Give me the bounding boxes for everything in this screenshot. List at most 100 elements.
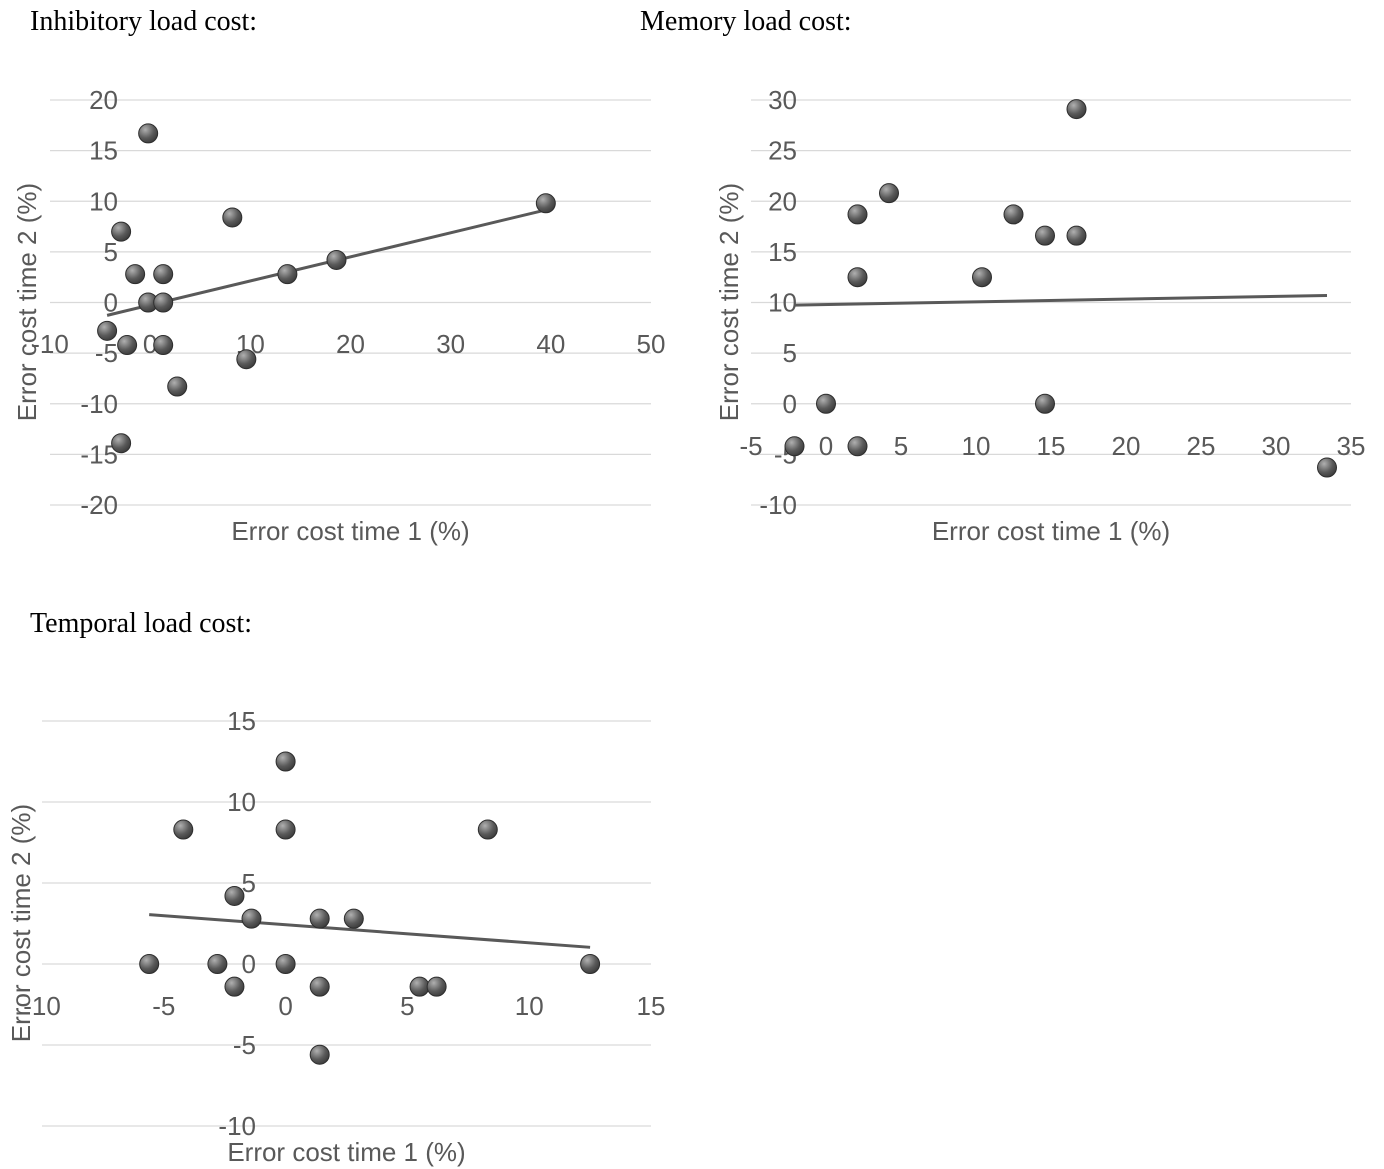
data-point (409, 976, 430, 997)
y-tick-label: 5 (783, 338, 797, 368)
x-tick-label: -10 (23, 991, 61, 1021)
x-tick-label: 30 (1262, 431, 1291, 461)
data-point (343, 908, 364, 929)
data-point (1035, 225, 1055, 246)
y-tick-label: -5 (95, 338, 118, 368)
data-point (477, 819, 498, 840)
data-point (535, 193, 556, 214)
x-tick-label: 0 (143, 329, 157, 359)
x-tick-label: -5 (739, 431, 762, 461)
data-point (580, 954, 601, 974)
data-point (309, 908, 330, 929)
data-point (153, 264, 174, 285)
data-point (847, 436, 868, 457)
data-point (139, 954, 160, 974)
data-point (153, 292, 174, 313)
x-tick-label: 30 (436, 329, 465, 359)
data-point (236, 349, 257, 370)
data-point (972, 267, 992, 288)
trendline (149, 913, 591, 949)
data-point (816, 393, 836, 414)
data-point (241, 908, 262, 929)
x-tick-label: 50 (637, 329, 666, 359)
y-tick-label: -5 (233, 1030, 256, 1060)
x-tick-label: 5 (400, 991, 414, 1021)
y-tick-label: -20 (80, 490, 118, 520)
x-tick-label: 20 (336, 329, 365, 359)
x-tick-label: 20 (1112, 431, 1141, 461)
data-point (153, 335, 174, 356)
caption-memory: Memory load cost: (640, 6, 852, 37)
x-tick-label: 0 (819, 431, 833, 461)
y-tick-label: 0 (242, 949, 256, 979)
y-tick-label: 10 (768, 288, 797, 318)
x-tick-label: 25 (1187, 431, 1216, 461)
data-point (426, 976, 447, 997)
x-tick-label: 40 (536, 329, 565, 359)
data-point (97, 320, 118, 341)
x-axis-title: Error cost time 1 (%) (932, 516, 1170, 546)
y-tick-label: -10 (80, 389, 118, 419)
y-tick-label: 10 (227, 787, 256, 817)
x-tick-label: -10 (31, 329, 69, 359)
data-point (309, 1044, 330, 1065)
y-tick-label: -10 (759, 490, 797, 520)
data-point (111, 433, 132, 454)
caption-temporal: Temporal load cost: (30, 608, 252, 639)
y-tick-label: 10 (89, 186, 118, 216)
data-point (847, 267, 868, 288)
x-tick-label: 0 (278, 991, 292, 1021)
data-point (847, 204, 868, 225)
data-point (1066, 225, 1087, 246)
data-point (111, 221, 132, 242)
y-tick-label: 25 (768, 136, 797, 166)
x-tick-label: 5 (894, 431, 908, 461)
x-tick-label: 10 (962, 431, 991, 461)
y-tick-label: 30 (768, 85, 797, 115)
y-tick-label: 15 (768, 237, 797, 267)
x-axis-title: Error cost time 1 (%) (231, 516, 469, 546)
x-tick-label: 15 (1037, 431, 1066, 461)
caption-inhibitory: Inhibitory load cost: (30, 6, 258, 37)
x-tick-label: -5 (152, 991, 175, 1021)
y-axis-title: Error cost time 2 (%) (714, 183, 744, 421)
data-point (309, 976, 330, 997)
data-point (117, 335, 138, 356)
trendline (794, 293, 1328, 307)
y-tick-label: -10 (218, 1111, 256, 1141)
y-tick-label: 20 (89, 85, 118, 115)
y-tick-label: 20 (768, 186, 797, 216)
data-point (222, 207, 243, 228)
data-point (138, 123, 159, 144)
data-point (1035, 393, 1055, 414)
data-point (277, 264, 298, 285)
data-point (1066, 99, 1087, 120)
y-tick-label: 0 (783, 389, 797, 419)
data-point (275, 819, 296, 840)
y-axis-title: Error cost time 2 (%) (12, 183, 42, 421)
data-point (275, 954, 296, 974)
data-point (173, 819, 194, 840)
data-point (207, 954, 228, 974)
data-point (224, 976, 245, 997)
data-point (275, 751, 296, 772)
x-tick-label: 35 (1337, 431, 1366, 461)
y-tick-label: 5 (242, 868, 256, 898)
data-point (879, 183, 899, 204)
x-tick-label: 10 (515, 991, 544, 1021)
data-point (1003, 204, 1024, 225)
data-point (224, 885, 245, 906)
y-tick-label: 15 (227, 706, 256, 736)
chart-temporal: -10 -5 0 5 10 15 -10 -5 0 5 10 15 Error cost time 1 … (6, 706, 665, 1167)
y-axis-title: Error cost time 2 (%) (6, 804, 36, 1042)
x-axis-title: Error cost time 1 (%) (227, 1137, 465, 1167)
data-point (326, 249, 347, 270)
y-tick-label: 5 (104, 237, 118, 267)
data-point (1317, 457, 1337, 478)
x-tick-label: 15 (637, 991, 666, 1021)
data-point (167, 376, 188, 397)
y-tick-label: 15 (89, 136, 118, 166)
